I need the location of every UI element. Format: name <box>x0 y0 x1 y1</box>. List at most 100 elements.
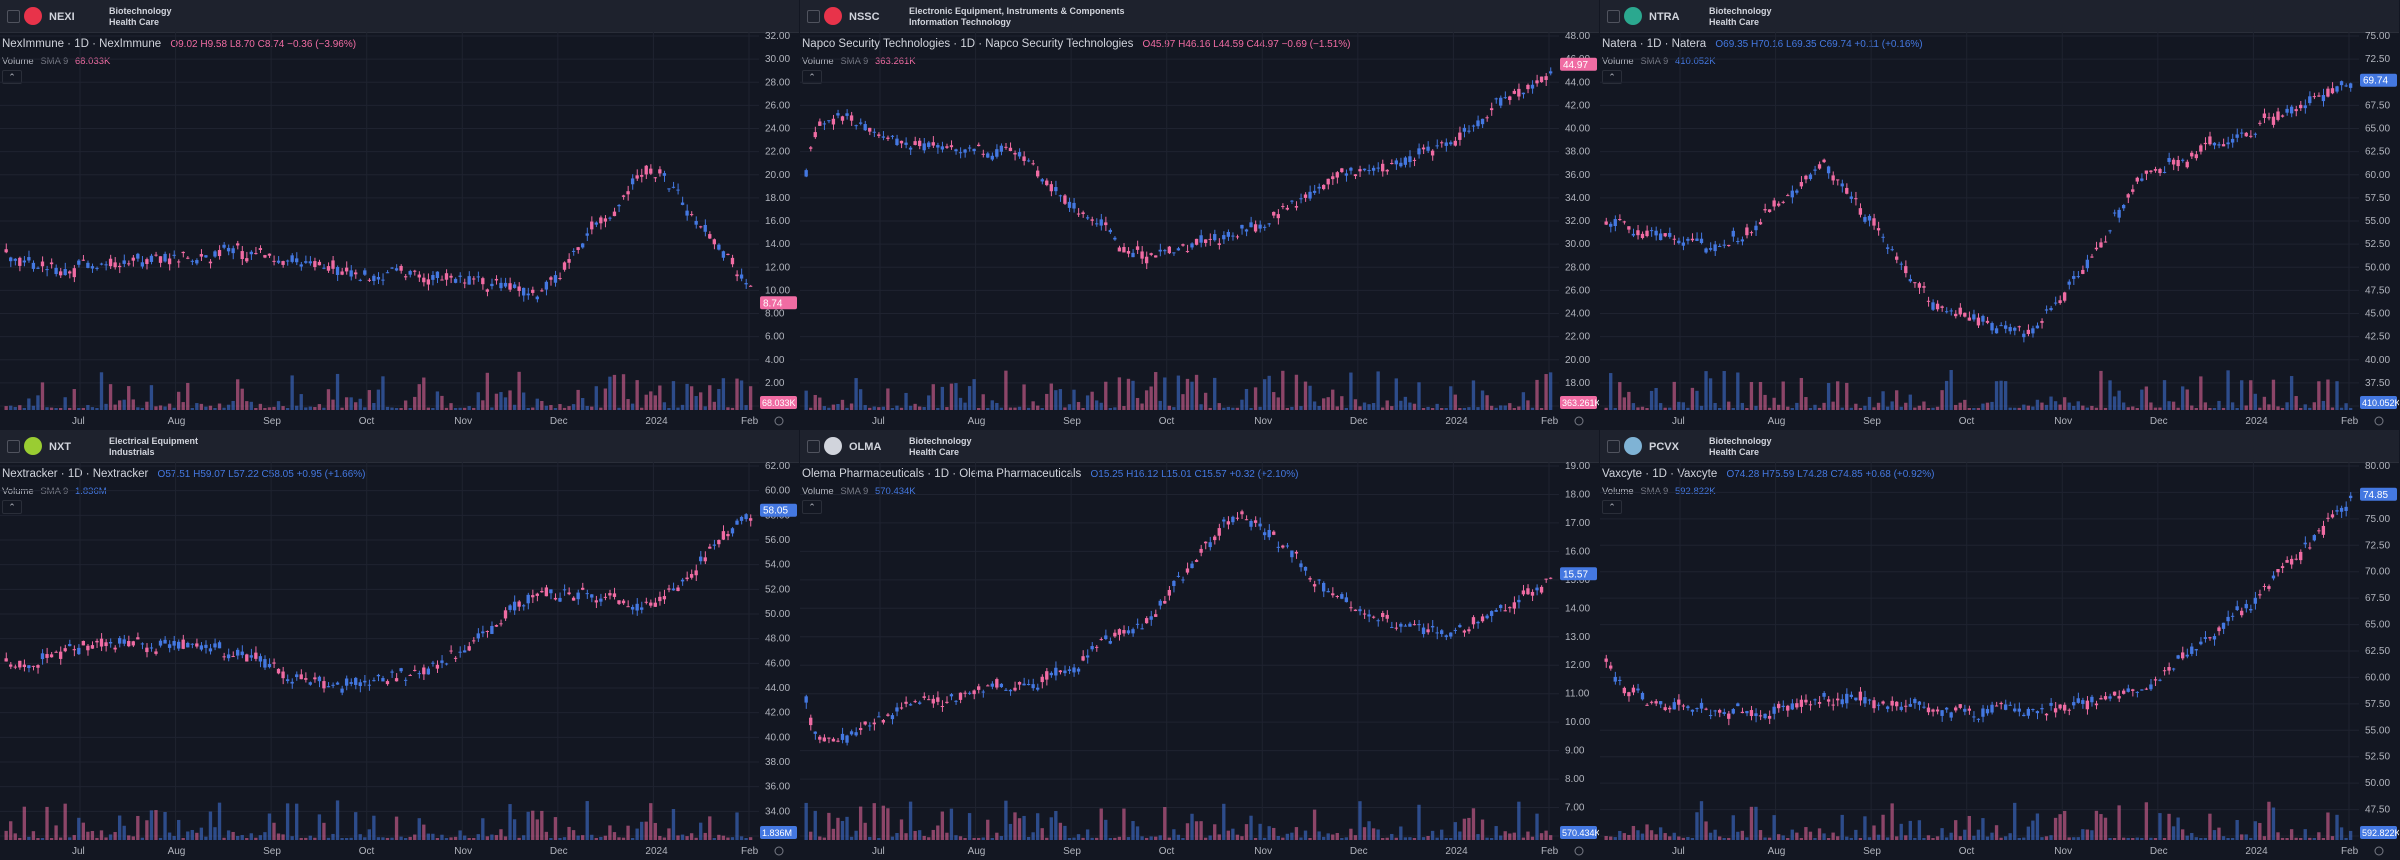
settings-icon[interactable] <box>774 846 784 856</box>
chart-panel-nexi[interactable]: NEXI Biotechnology Health Care NexImmune… <box>0 0 799 428</box>
candle-body <box>721 531 726 540</box>
price-chart[interactable]: 75.0072.5070.0067.5065.0062.5060.0057.50… <box>1600 32 2399 428</box>
volume-legend[interactable]: Volume SMA 9 592.822K <box>1602 486 1720 497</box>
chart-panel-olma[interactable]: OLMA Biotechnology Health Care Olema Pha… <box>800 430 1599 858</box>
price-chart[interactable]: 80.0077.5075.0072.5070.0067.5065.0062.50… <box>1600 462 2399 858</box>
collapse-legend-button[interactable]: ⌃ <box>802 500 822 514</box>
x-tick-label: Jul <box>72 846 85 857</box>
volume-bar <box>1535 813 1539 840</box>
candle-body <box>1294 551 1299 554</box>
y-tick-label: 12.00 <box>1565 660 1590 671</box>
candle-body <box>499 623 503 625</box>
volume-value: 363.261K <box>874 56 916 67</box>
settings-icon[interactable] <box>774 416 784 426</box>
candle-body <box>417 673 421 675</box>
price-chart[interactable]: 19.0018.0017.0016.0015.0014.0013.0012.00… <box>800 462 1599 858</box>
last-price-text: 44.97 <box>1563 60 1588 71</box>
candle-body <box>1790 190 1794 198</box>
volume-bar <box>649 803 653 840</box>
volume-bar <box>1117 377 1122 410</box>
candle-body <box>1462 630 1467 633</box>
volume-bar <box>708 816 712 840</box>
volume-legend[interactable]: Volume SMA 9 410.052K <box>1602 56 1720 67</box>
candle-body <box>680 579 685 582</box>
chart-panel-pcvx[interactable]: PCVX Biotechnology Health Care Vaxcyte ·… <box>1600 430 2399 858</box>
legend-title[interactable]: Olema Pharmaceuticals · 1D · Olema Pharm… <box>802 468 1298 480</box>
settings-icon[interactable] <box>2374 846 2384 856</box>
panel-select-checkbox[interactable] <box>7 10 20 23</box>
candle-body <box>1040 179 1044 182</box>
candle-body <box>1231 235 1235 237</box>
volume-bar <box>553 817 558 840</box>
collapse-legend-button[interactable]: ⌃ <box>2 500 22 514</box>
candle-body <box>562 589 567 591</box>
volume-bar <box>1895 390 1899 410</box>
volume-bar <box>2072 837 2076 840</box>
volume-bar <box>849 836 854 840</box>
y-tick-label: 11.00 <box>1565 689 1590 700</box>
candle-body <box>1508 96 1512 101</box>
ticker-symbol[interactable]: OLMA <box>849 441 882 453</box>
candle-body <box>68 644 72 647</box>
candle-body <box>2031 709 2035 711</box>
candle-body <box>1672 702 1676 710</box>
x-tick-label: Jul <box>1672 416 1685 427</box>
collapse-legend-button[interactable]: ⌃ <box>802 70 822 84</box>
price-chart[interactable]: 32.0030.0028.0026.0024.0022.0020.0018.00… <box>0 32 799 428</box>
volume-bar <box>1935 836 1940 840</box>
collapse-legend-button[interactable]: ⌃ <box>1602 500 1622 514</box>
settings-icon[interactable] <box>1574 846 1584 856</box>
panel-select-checkbox[interactable] <box>7 440 20 453</box>
volume-bar <box>1371 828 1376 840</box>
panel-select-checkbox[interactable] <box>807 440 820 453</box>
volume-legend[interactable]: Volume SMA 9 570.434K <box>802 486 920 497</box>
legend-title[interactable]: Vaxcyte · 1D · Vaxcyte O74.28 H75.59 L74… <box>1602 468 1934 480</box>
candle-body <box>1122 246 1126 253</box>
candle-body <box>1890 700 1894 706</box>
chart-panel-nssc[interactable]: NSSC Electronic Equipment, Instruments &… <box>800 0 1599 428</box>
volume-bar <box>2294 837 2298 840</box>
price-chart[interactable]: 48.0046.0044.0042.0040.0038.0036.0034.00… <box>800 32 1599 428</box>
collapse-legend-button[interactable]: ⌃ <box>2 70 22 84</box>
candle-body <box>2140 178 2144 181</box>
legend-title[interactable]: Nextracker · 1D · Nextracker O57.51 H59.… <box>2 468 366 480</box>
volume-bar <box>1521 837 1526 840</box>
settings-icon[interactable] <box>1574 416 1584 426</box>
volume-bar <box>2289 829 2294 840</box>
candle-body <box>1190 243 1194 248</box>
panel-select-checkbox[interactable] <box>1607 440 1620 453</box>
sector-line-2: Health Care <box>109 17 160 27</box>
settings-icon[interactable] <box>2374 416 2384 426</box>
legend-title[interactable]: NexImmune · 1D · NexImmune O9.02 H9.58 L… <box>2 38 356 50</box>
sector-label: Biotechnology Health Care <box>1709 6 1772 28</box>
volume-legend[interactable]: Volume SMA 9 363.261K <box>802 56 920 67</box>
panel-select-checkbox[interactable] <box>807 10 820 23</box>
volume-bar <box>2031 820 2035 840</box>
volume-bar <box>163 406 167 410</box>
volume-bar <box>562 837 567 840</box>
volume-legend[interactable]: Volume SMA 9 68.033K <box>2 56 114 67</box>
volume-bar <box>449 403 453 410</box>
ticker-symbol[interactable]: NEXI <box>49 11 75 23</box>
panel-select-checkbox[interactable] <box>1607 10 1620 23</box>
ticker-symbol[interactable]: NSSC <box>849 11 880 23</box>
chart-panel-nxt[interactable]: NXT Electrical Equipment Industrials Nex… <box>0 430 799 858</box>
volume-bar <box>2085 407 2090 410</box>
candle-body <box>1426 629 1430 633</box>
volume-bar <box>1512 407 1516 410</box>
volume-bar <box>354 402 358 410</box>
price-chart[interactable]: 62.0060.0058.0056.0054.0052.0050.0048.00… <box>0 462 799 858</box>
ticker-symbol[interactable]: NXT <box>49 441 71 453</box>
last-price-badge <box>760 296 797 310</box>
ticker-symbol[interactable]: NTRA <box>1649 11 1680 23</box>
volume-bar <box>1235 834 1240 840</box>
candle-body <box>1344 597 1349 603</box>
candle-body <box>1054 667 1058 676</box>
candle-body <box>376 276 381 280</box>
volume-bar <box>2190 832 2194 840</box>
volume-legend[interactable]: Volume SMA 9 1.836M <box>2 486 111 497</box>
ticker-symbol[interactable]: PCVX <box>1649 441 1679 453</box>
chart-panel-ntra[interactable]: NTRA Biotechnology Health Care Natera · … <box>1600 0 2399 428</box>
volume-bar <box>1708 832 1713 840</box>
collapse-legend-button[interactable]: ⌃ <box>1602 70 1622 84</box>
